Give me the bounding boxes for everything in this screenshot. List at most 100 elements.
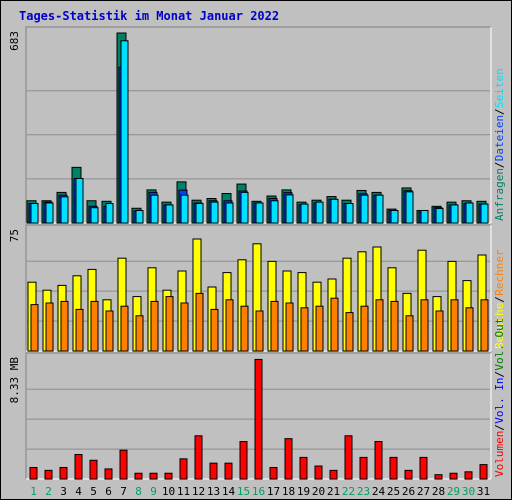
bar-seiten-3 [60, 196, 69, 224]
bar-volumen-2 [44, 469, 53, 480]
bar-volumen-9 [149, 472, 158, 480]
bar-seiten-28 [435, 208, 444, 224]
x-tick-label-12: 12 [192, 485, 205, 498]
bar-rechner-15 [240, 305, 249, 352]
bar-rechner-8 [135, 315, 144, 352]
bar-rechner-13 [210, 308, 219, 352]
legend-volumen: Volumen [493, 431, 506, 477]
bar-rechner-16 [255, 310, 264, 352]
x-tick-label-18: 18 [282, 485, 295, 498]
bar-seiten-31 [480, 203, 489, 224]
bar-seiten-2 [45, 202, 54, 224]
bar-volumen-25 [389, 456, 398, 480]
bar-rechner-12 [195, 292, 204, 352]
bar-rechner-30 [465, 307, 474, 352]
x-tick-label-31: 31 [477, 485, 490, 498]
bar-volumen-15 [239, 441, 248, 480]
bar-volumen-30 [464, 471, 473, 480]
bar-rechner-6 [105, 310, 114, 352]
bar-rechner-9 [150, 300, 159, 352]
bar-rechner-21 [330, 297, 339, 352]
bar-volumen-12 [194, 435, 203, 480]
bar-volumen-14 [224, 462, 233, 480]
x-tick-label-11: 11 [177, 485, 190, 498]
bar-seiten-27 [420, 209, 429, 224]
x-tick-label-19: 19 [297, 485, 310, 498]
bar-rechner-22 [345, 312, 354, 352]
legend-rechner: Rechner [493, 249, 506, 296]
bar-seiten-1 [30, 203, 39, 224]
x-tick-label-10: 10 [162, 485, 175, 498]
x-tick-label-6: 6 [105, 485, 112, 498]
bar-seiten-26 [405, 191, 414, 224]
bar-volumen-5 [89, 459, 98, 480]
x-tick-label-17: 17 [267, 485, 280, 498]
bar-seiten-19 [300, 203, 309, 224]
y-max-label: 75 [8, 229, 21, 242]
bar-volumen-8 [134, 472, 143, 480]
bar-seiten-20 [315, 201, 324, 224]
bar-rechner-4 [75, 308, 84, 352]
bar-rechner-1 [30, 304, 39, 352]
bar-volumen-22 [344, 435, 353, 480]
bar-volumen-29 [449, 472, 458, 480]
x-tick-label-22: 22 [342, 485, 355, 498]
bar-rechner-24 [375, 299, 384, 352]
x-tick-label-4: 4 [75, 485, 82, 498]
bar-volumen-6 [104, 468, 113, 480]
legend-separator: / [493, 162, 506, 169]
x-tick-label-29: 29 [447, 485, 460, 498]
bar-volumen-13 [209, 462, 218, 480]
bar-volumen-16 [254, 358, 263, 480]
x-tick-label-23: 23 [357, 485, 370, 498]
bar-seiten-11 [180, 194, 189, 224]
bar-volumen-20 [314, 465, 323, 480]
bar-volumen-7 [119, 449, 128, 480]
bar-volumen-1 [29, 466, 38, 480]
bar-volumen-10 [164, 472, 173, 480]
bar-seiten-9 [150, 194, 159, 224]
bar-rechner-27 [420, 299, 429, 352]
bar-seiten-7 [120, 40, 129, 224]
bar-rechner-23 [360, 305, 369, 352]
x-tick-label-2: 2 [45, 485, 52, 498]
bar-rechner-17 [270, 300, 279, 352]
bar-volumen-26 [404, 469, 413, 480]
bar-rechner-28 [435, 310, 444, 352]
legend-vol-in: Vol. In [493, 377, 506, 423]
bar-volumen-17 [269, 466, 278, 480]
x-tick-label-1: 1 [30, 485, 37, 498]
x-tick-label-8: 8 [135, 485, 142, 498]
bar-rechner-25 [390, 300, 399, 352]
bar-seiten-30 [465, 202, 474, 224]
legend-separator: / [493, 371, 506, 378]
x-tick-label-7: 7 [120, 485, 127, 498]
bar-rechner-29 [450, 299, 459, 352]
bar-seiten-13 [210, 201, 219, 224]
y-max-label: 8.33 MB [8, 357, 21, 404]
bar-rechner-3 [60, 300, 69, 352]
legend-anfragen: Anfragen [493, 168, 506, 221]
bar-seiten-25 [390, 209, 399, 224]
bar-volumen-19 [299, 456, 308, 480]
bar-seiten-8 [135, 209, 144, 224]
bar-rechner-5 [90, 300, 99, 352]
x-tick-label-25: 25 [387, 485, 400, 498]
bar-rechner-31 [480, 299, 489, 352]
bar-volumen-21 [329, 469, 338, 480]
legend-vol-out: Vol. Out [493, 318, 506, 371]
x-tick-label-30: 30 [462, 485, 475, 498]
x-tick-label-26: 26 [402, 485, 415, 498]
bar-rechner-7 [120, 305, 129, 352]
legend-separator: / [493, 108, 506, 115]
bar-rechner-19 [300, 307, 309, 352]
x-tick-label-9: 9 [150, 485, 157, 498]
legend-separator: / [493, 296, 506, 303]
bar-rechner-18 [285, 302, 294, 352]
bar-seiten-14 [225, 202, 234, 224]
bar-volumen-27 [419, 456, 428, 480]
x-tick-label-14: 14 [222, 485, 236, 498]
bar-seiten-17 [270, 200, 279, 224]
x-tick-label-24: 24 [372, 485, 386, 498]
